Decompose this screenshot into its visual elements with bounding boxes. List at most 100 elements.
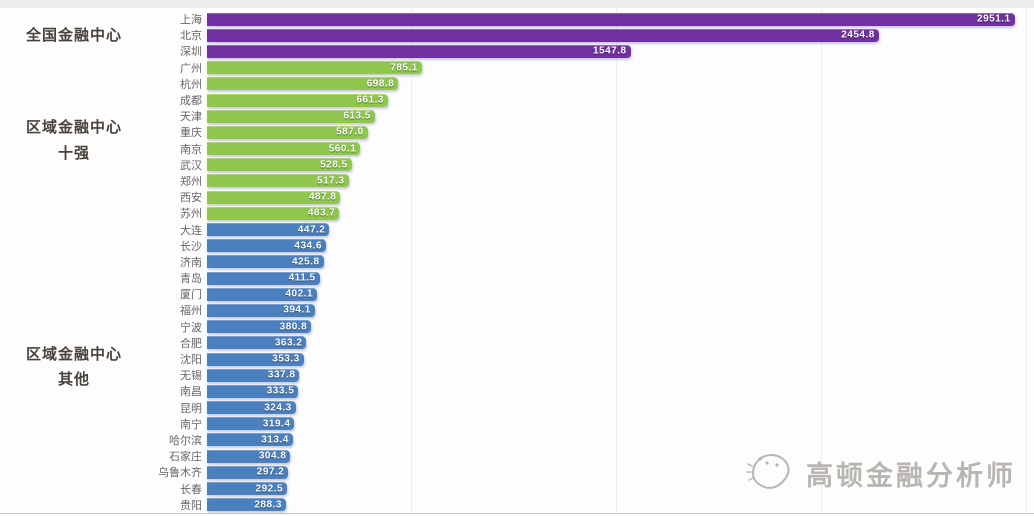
bar-track: 2951.1 <box>207 12 1028 26</box>
bar-value-label: 313.4 <box>261 434 289 446</box>
bar-track: 483.7 <box>207 206 1028 220</box>
bar: 483.7 <box>207 206 340 220</box>
city-label: 天津 <box>180 111 202 124</box>
bar-row: 上海 2951.1 <box>148 11 1034 27</box>
bar-track: 319.4 <box>207 417 1028 431</box>
chart-group: 区域金融中心 十强 广州 785.1 杭州 698.8 成都 661.3 天津 <box>0 60 1034 222</box>
bar-track: 353.3 <box>207 352 1028 366</box>
bar: 560.1 <box>207 142 361 156</box>
bar-row: 无锡 337.8 <box>148 367 1034 383</box>
bar-track: 613.5 <box>207 109 1028 123</box>
bar-row: 苏州 483.7 <box>148 205 1034 221</box>
bar-track: 380.8 <box>207 320 1028 334</box>
bar: 613.5 <box>207 109 375 123</box>
bar-track: 2454.8 <box>207 28 1028 42</box>
city-label: 郑州 <box>180 175 202 188</box>
bar-value-label: 425.8 <box>291 256 320 268</box>
bar: 394.1 <box>207 303 315 317</box>
bar: 528.5 <box>207 158 352 172</box>
bar: 292.5 <box>207 482 288 496</box>
city-label: 厦门 <box>180 289 202 302</box>
bar-value-label: 434.6 <box>294 240 322 252</box>
bar-value-label: 785.1 <box>390 62 418 74</box>
city-label: 北京 <box>180 30 202 43</box>
group-label-cell: 全国金融中心 <box>0 23 148 49</box>
bar-row: 天津 613.5 <box>148 108 1034 124</box>
bar-value-label: 288.3 <box>254 499 282 511</box>
bar: 661.3 <box>207 93 388 107</box>
bar-row: 合肥 363.2 <box>148 335 1034 351</box>
bar: 2951.1 <box>207 12 1015 26</box>
city-label: 济南 <box>180 256 202 269</box>
bar-row: 福州 394.1 <box>148 302 1034 318</box>
bar-track: 337.8 <box>207 368 1028 382</box>
bar: 698.8 <box>207 77 399 91</box>
city-label: 南宁 <box>180 418 202 431</box>
bar: 1547.8 <box>207 44 631 58</box>
bar-value-label: 698.8 <box>366 78 395 90</box>
city-label: 无锡 <box>180 370 202 383</box>
bar-row: 厦门 402.1 <box>148 286 1034 302</box>
bar-value-label: 560.1 <box>328 143 357 155</box>
bar-row: 昆明 324.3 <box>148 400 1034 416</box>
bar-track: 402.1 <box>207 287 1028 301</box>
bar: 324.3 <box>207 401 296 415</box>
city-label: 青岛 <box>180 273 202 286</box>
bar-track: 785.1 <box>207 61 1028 75</box>
bar-track: 434.6 <box>207 239 1028 253</box>
bar-row: 西安 487.8 <box>148 189 1034 205</box>
city-label: 福州 <box>180 305 202 318</box>
chart-group: 全国金融中心 上海 2951.1 北京 2454.8 深圳 1547.8 <box>0 11 1034 60</box>
city-label: 南昌 <box>180 386 202 399</box>
city-label: 深圳 <box>180 46 202 59</box>
bar-track: 447.2 <box>207 223 1028 237</box>
bar-value-label: 1547.8 <box>592 45 627 57</box>
bar-value-label: 363.2 <box>274 337 303 349</box>
bar-row: 长沙 434.6 <box>148 238 1034 254</box>
bar-value-label: 324.3 <box>264 402 292 414</box>
bar-value-label: 402.1 <box>285 288 314 300</box>
bar-track: 528.5 <box>207 158 1028 172</box>
bar: 304.8 <box>207 449 291 463</box>
bar: 363.2 <box>207 336 307 350</box>
bar-row: 沈阳 353.3 <box>148 351 1034 367</box>
city-label: 昆明 <box>180 402 202 415</box>
bar-value-label: 483.7 <box>307 207 336 219</box>
bar-row: 南宁 319.4 <box>148 416 1034 432</box>
bar: 434.6 <box>207 239 326 253</box>
bar-value-label: 304.8 <box>258 450 287 462</box>
city-label: 西安 <box>180 192 202 205</box>
city-label: 贵阳 <box>180 499 202 512</box>
bar-value-label: 487.8 <box>308 191 337 203</box>
bar: 2454.8 <box>207 28 879 42</box>
city-label: 南京 <box>180 143 202 156</box>
group-label: 区域金融中心 十强 <box>25 119 122 162</box>
bar-value-label: 447.2 <box>297 224 326 236</box>
bar-row: 杭州 698.8 <box>148 76 1034 92</box>
bar-row: 南昌 333.5 <box>148 383 1034 399</box>
bottom-border-line <box>0 513 1034 514</box>
bar-row: 成都 661.3 <box>148 92 1034 108</box>
top-border-band <box>0 0 1034 8</box>
bar-track: 661.3 <box>207 93 1028 107</box>
bar-value-label: 517.3 <box>317 175 345 187</box>
bar-row: 济南 425.8 <box>148 254 1034 270</box>
bar-row: 重庆 587.0 <box>148 124 1034 140</box>
city-label: 乌鲁木齐 <box>158 467 202 480</box>
bar-value-label: 333.5 <box>266 385 295 397</box>
bar-track: 487.8 <box>207 190 1028 204</box>
bar-value-label: 353.3 <box>272 353 300 365</box>
watermark-text: 高顿金融分析师 <box>806 460 1016 491</box>
bar-row: 北京 2454.8 <box>148 27 1034 43</box>
bar-row: 哈尔滨 313.4 <box>148 432 1034 448</box>
bar-value-label: 337.8 <box>267 369 296 381</box>
bar: 447.2 <box>207 223 330 237</box>
city-label: 石家庄 <box>169 451 202 464</box>
city-label: 长沙 <box>180 240 202 253</box>
bar-value-label: 2951.1 <box>977 13 1011 25</box>
bar: 380.8 <box>207 320 312 334</box>
bar-track: 292.5 <box>207 482 1028 496</box>
bar-track: 698.8 <box>207 77 1028 91</box>
bar-track: 304.8 <box>207 449 1028 463</box>
city-label: 沈阳 <box>180 354 202 367</box>
